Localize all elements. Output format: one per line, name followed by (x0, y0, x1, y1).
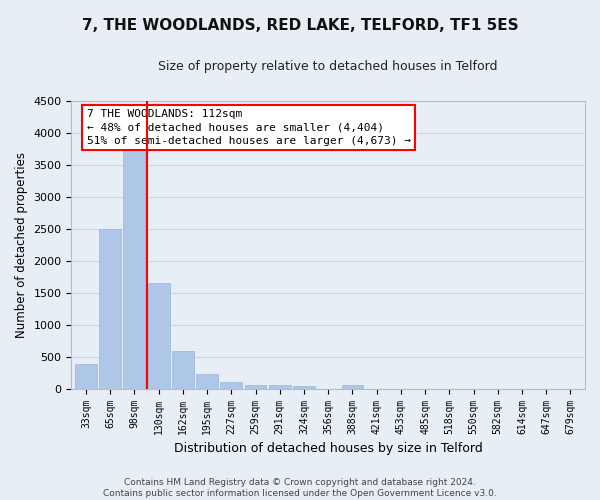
Bar (99, 228, 121, 388)
Text: 7, THE WOODLANDS, RED LAKE, TELFORD, TF1 5ES: 7, THE WOODLANDS, RED LAKE, TELFORD, TF1… (82, 18, 518, 32)
Bar (293, 386, 315, 388)
Bar (245, 384, 266, 388)
Bar (341, 385, 364, 388)
Bar (172, 351, 194, 389)
Bar (269, 385, 290, 388)
Text: 7 THE WOODLANDS: 112sqm
← 48% of detached houses are smaller (4,404)
51% of semi: 7 THE WOODLANDS: 112sqm ← 48% of detache… (87, 109, 411, 146)
Y-axis label: Number of detached properties: Number of detached properties (15, 152, 28, 338)
Title: Size of property relative to detached houses in Telford: Size of property relative to detached ho… (158, 60, 498, 73)
Bar (148, 283, 170, 389)
Bar (196, 374, 218, 388)
Text: Contains HM Land Registry data © Crown copyright and database right 2024.
Contai: Contains HM Land Registry data © Crown c… (103, 478, 497, 498)
Bar (75, 364, 97, 388)
X-axis label: Distribution of detached houses by size in Telford: Distribution of detached houses by size … (174, 442, 482, 455)
Bar (124, 150, 145, 388)
Bar (220, 382, 242, 388)
